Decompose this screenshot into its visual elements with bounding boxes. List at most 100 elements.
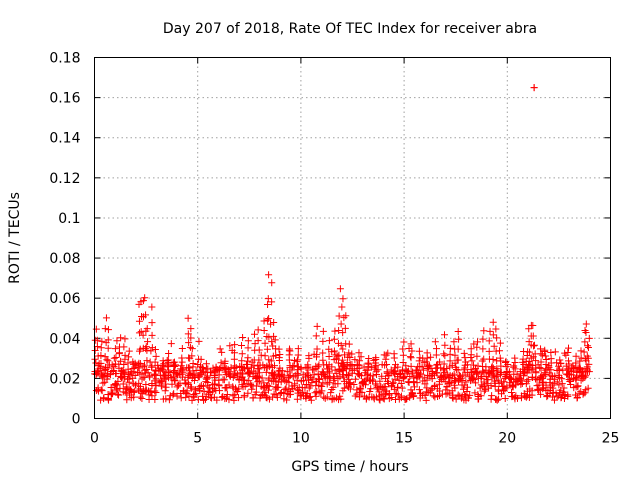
- data-point: [374, 366, 382, 374]
- x-tick-label: 0: [90, 431, 99, 447]
- data-point: [415, 347, 423, 355]
- data-point: [261, 352, 269, 360]
- data-point: [125, 378, 133, 386]
- data-point: [197, 355, 205, 363]
- data-point: [179, 370, 187, 378]
- data-point: [151, 358, 159, 366]
- data-point: [369, 372, 377, 380]
- data-point: [584, 342, 592, 350]
- data-point: [115, 391, 123, 399]
- data-point: [510, 362, 518, 370]
- data-point: [337, 395, 345, 403]
- data-point: [101, 353, 109, 361]
- data-point: [325, 337, 333, 345]
- data-point: [334, 380, 342, 388]
- data-point: [398, 384, 406, 392]
- data-point: [267, 320, 275, 328]
- y-tick-label: 0: [72, 412, 81, 428]
- data-point: [235, 385, 243, 393]
- data-point: [187, 383, 195, 391]
- data-point: [318, 382, 326, 390]
- data-point: [143, 357, 151, 365]
- data-point: [355, 370, 363, 378]
- data-point: [260, 326, 268, 334]
- data-point: [381, 383, 389, 391]
- data-point: [184, 364, 192, 372]
- data-point: [318, 368, 326, 376]
- data-point: [125, 370, 133, 378]
- data-point: [547, 359, 555, 367]
- data-point: [576, 357, 584, 365]
- data-point: [178, 358, 186, 366]
- data-point: [334, 352, 342, 360]
- data-point: [173, 392, 181, 400]
- data-point: [203, 372, 211, 380]
- data-point: [238, 350, 246, 358]
- data-point: [293, 395, 301, 403]
- data-point: [532, 368, 540, 376]
- data-point: [135, 317, 143, 325]
- data-point: [251, 330, 259, 338]
- data-point: [364, 359, 372, 367]
- data-point: [389, 368, 397, 376]
- data-point: [500, 378, 508, 386]
- data-point: [524, 376, 532, 384]
- data-point: [557, 360, 565, 368]
- data-point: [532, 375, 540, 383]
- y-tick-label: 0.02: [49, 371, 80, 387]
- data-point: [538, 351, 546, 359]
- data-point: [119, 380, 127, 388]
- data-point: [245, 377, 253, 385]
- data-point: [114, 390, 122, 398]
- data-point: [484, 376, 492, 384]
- data-point: [163, 357, 171, 365]
- data-point: [293, 376, 301, 384]
- data-point: [187, 325, 195, 333]
- data-point: [410, 383, 418, 391]
- data-point: [112, 353, 120, 361]
- data-point: [480, 327, 488, 335]
- data-point: [473, 352, 481, 360]
- data-point: [449, 394, 457, 402]
- data-point: [101, 325, 109, 333]
- data-point: [340, 384, 348, 392]
- data-point: [208, 394, 216, 402]
- data-point: [340, 360, 348, 368]
- data-point: [507, 388, 515, 396]
- data-point: [492, 325, 500, 333]
- data-point: [240, 393, 248, 401]
- data-point: [279, 375, 287, 383]
- data-point: [489, 318, 497, 326]
- data-point: [577, 354, 585, 362]
- data-point: [148, 319, 156, 327]
- data-point: [138, 394, 146, 402]
- data-point: [339, 345, 347, 353]
- data-point: [143, 346, 151, 354]
- data-point: [115, 349, 123, 357]
- data-point: [226, 342, 234, 350]
- data-point: [501, 395, 509, 403]
- data-point: [91, 346, 99, 354]
- data-point: [454, 356, 462, 364]
- data-point: [286, 345, 294, 353]
- data-point: [125, 353, 133, 361]
- data-point: [556, 356, 564, 364]
- data-point: [104, 357, 112, 365]
- data-point: [103, 356, 111, 364]
- data-point: [188, 384, 196, 392]
- data-point: [485, 369, 493, 377]
- data-point: [190, 376, 198, 384]
- data-point: [125, 347, 133, 355]
- data-point: [339, 329, 347, 337]
- data-point: [120, 343, 128, 351]
- data-point: [230, 349, 238, 357]
- data-point: [532, 357, 540, 365]
- data-point: [397, 394, 405, 402]
- data-point: [481, 386, 489, 394]
- data-point: [117, 334, 125, 342]
- data-point: [244, 360, 252, 368]
- data-point: [104, 326, 112, 334]
- data-point: [319, 379, 327, 387]
- data-point: [529, 332, 537, 340]
- data-point: [112, 386, 120, 394]
